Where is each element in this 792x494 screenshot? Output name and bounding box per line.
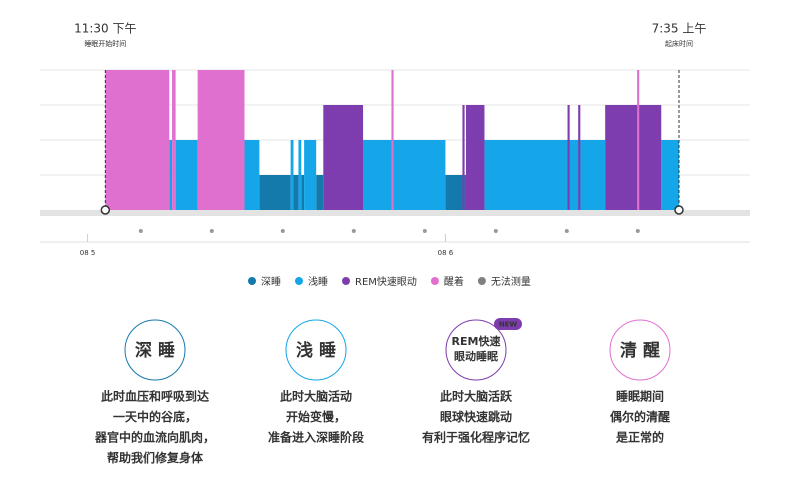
x-tick-label: 08 6 xyxy=(438,249,454,257)
card-circle xyxy=(609,319,671,381)
legend-label: 深睡 xyxy=(261,275,281,288)
sleep-segment xyxy=(197,70,245,210)
hour-dot xyxy=(493,229,498,233)
legend-label: 无法测量 xyxy=(491,275,531,288)
sleep-segment xyxy=(172,70,176,210)
card-text: 有利于强化程序记忆 xyxy=(422,430,530,445)
sleep-segment xyxy=(605,105,662,210)
legend-label: 醒着 xyxy=(444,275,464,288)
time-label: 11:30 下午 xyxy=(74,22,136,36)
time-marker-icon xyxy=(100,205,111,215)
sleep-segment xyxy=(301,175,305,210)
legend-label: 浅睡 xyxy=(308,275,328,288)
sleep-segment xyxy=(323,105,364,210)
card-text: 偶尔的清醒 xyxy=(610,409,670,424)
card-text: 器官中的血流向肌肉， xyxy=(94,430,215,445)
hour-dot xyxy=(280,229,285,233)
card-text: 此时大脑活动 xyxy=(280,389,352,404)
time-label: 7:35 上午 xyxy=(652,22,707,36)
sleep-segment xyxy=(290,140,294,210)
card-text: 眼球快速跳动 xyxy=(440,409,512,424)
hour-dot xyxy=(209,229,214,233)
sleep-segment xyxy=(484,140,606,210)
legend-swatch xyxy=(430,277,439,285)
sleep-segment xyxy=(462,105,465,210)
sleep-segment xyxy=(259,175,291,210)
card-circle xyxy=(285,319,347,381)
card-circle xyxy=(124,319,186,381)
card-circle xyxy=(445,319,507,381)
hour-dot xyxy=(564,229,569,233)
sleep-segment xyxy=(304,140,317,210)
card-title: 浅 睡 xyxy=(296,340,336,361)
sleep-segment xyxy=(298,140,302,210)
sleep-segment xyxy=(637,70,640,210)
hour-dot xyxy=(635,229,640,233)
legend-swatch xyxy=(477,277,486,285)
x-tick-label: 08 5 xyxy=(80,249,96,257)
hour-dot xyxy=(422,229,427,233)
card-text: 此时大脑活跃 xyxy=(440,389,513,404)
sleep-segment xyxy=(661,140,679,210)
badge xyxy=(494,318,522,330)
sleep-segment xyxy=(578,105,581,210)
sleep-segment xyxy=(391,70,394,210)
card-title: 眼动睡眠 xyxy=(454,349,498,363)
sleep-segment xyxy=(169,140,173,210)
sleep-segment xyxy=(293,175,299,210)
badge-label: NEW xyxy=(499,321,518,329)
sleep-segment xyxy=(175,140,198,210)
card-text: 此时血压和呼吸到达 xyxy=(101,389,209,404)
sleep-segment xyxy=(445,175,466,210)
sleep-segment xyxy=(363,140,446,210)
card-title: 深 睡 xyxy=(135,340,175,361)
sleep-segment xyxy=(244,140,260,210)
card-text: 开始变慢， xyxy=(286,409,346,424)
card-text: 帮助我们修复身体 xyxy=(107,450,204,465)
sleep-segment xyxy=(105,70,170,210)
card-text: 是正常的 xyxy=(615,430,664,445)
time-marker-icon xyxy=(674,205,684,215)
card-text: 一天中的谷底， xyxy=(113,409,197,424)
card-text: 准备进入深睡阶段 xyxy=(268,430,365,445)
hour-dot xyxy=(138,229,143,233)
card-text: 睡眠期间 xyxy=(616,389,664,404)
legend-label: REM快速眼动 xyxy=(355,276,417,288)
sleep-segment xyxy=(567,105,570,210)
legend-swatch xyxy=(295,277,303,285)
time-caption: 睡眠开始时间 xyxy=(84,39,126,48)
baseline xyxy=(40,210,750,216)
time-caption: 起床时间 xyxy=(665,39,693,48)
card-title: 清 醒 xyxy=(620,340,660,361)
sleep-segment xyxy=(316,175,324,210)
legend-swatch xyxy=(248,277,256,285)
card-title: REM快速 xyxy=(452,334,501,348)
legend-swatch xyxy=(342,277,350,285)
sleep-segment xyxy=(466,105,485,210)
hour-dot xyxy=(351,229,356,233)
